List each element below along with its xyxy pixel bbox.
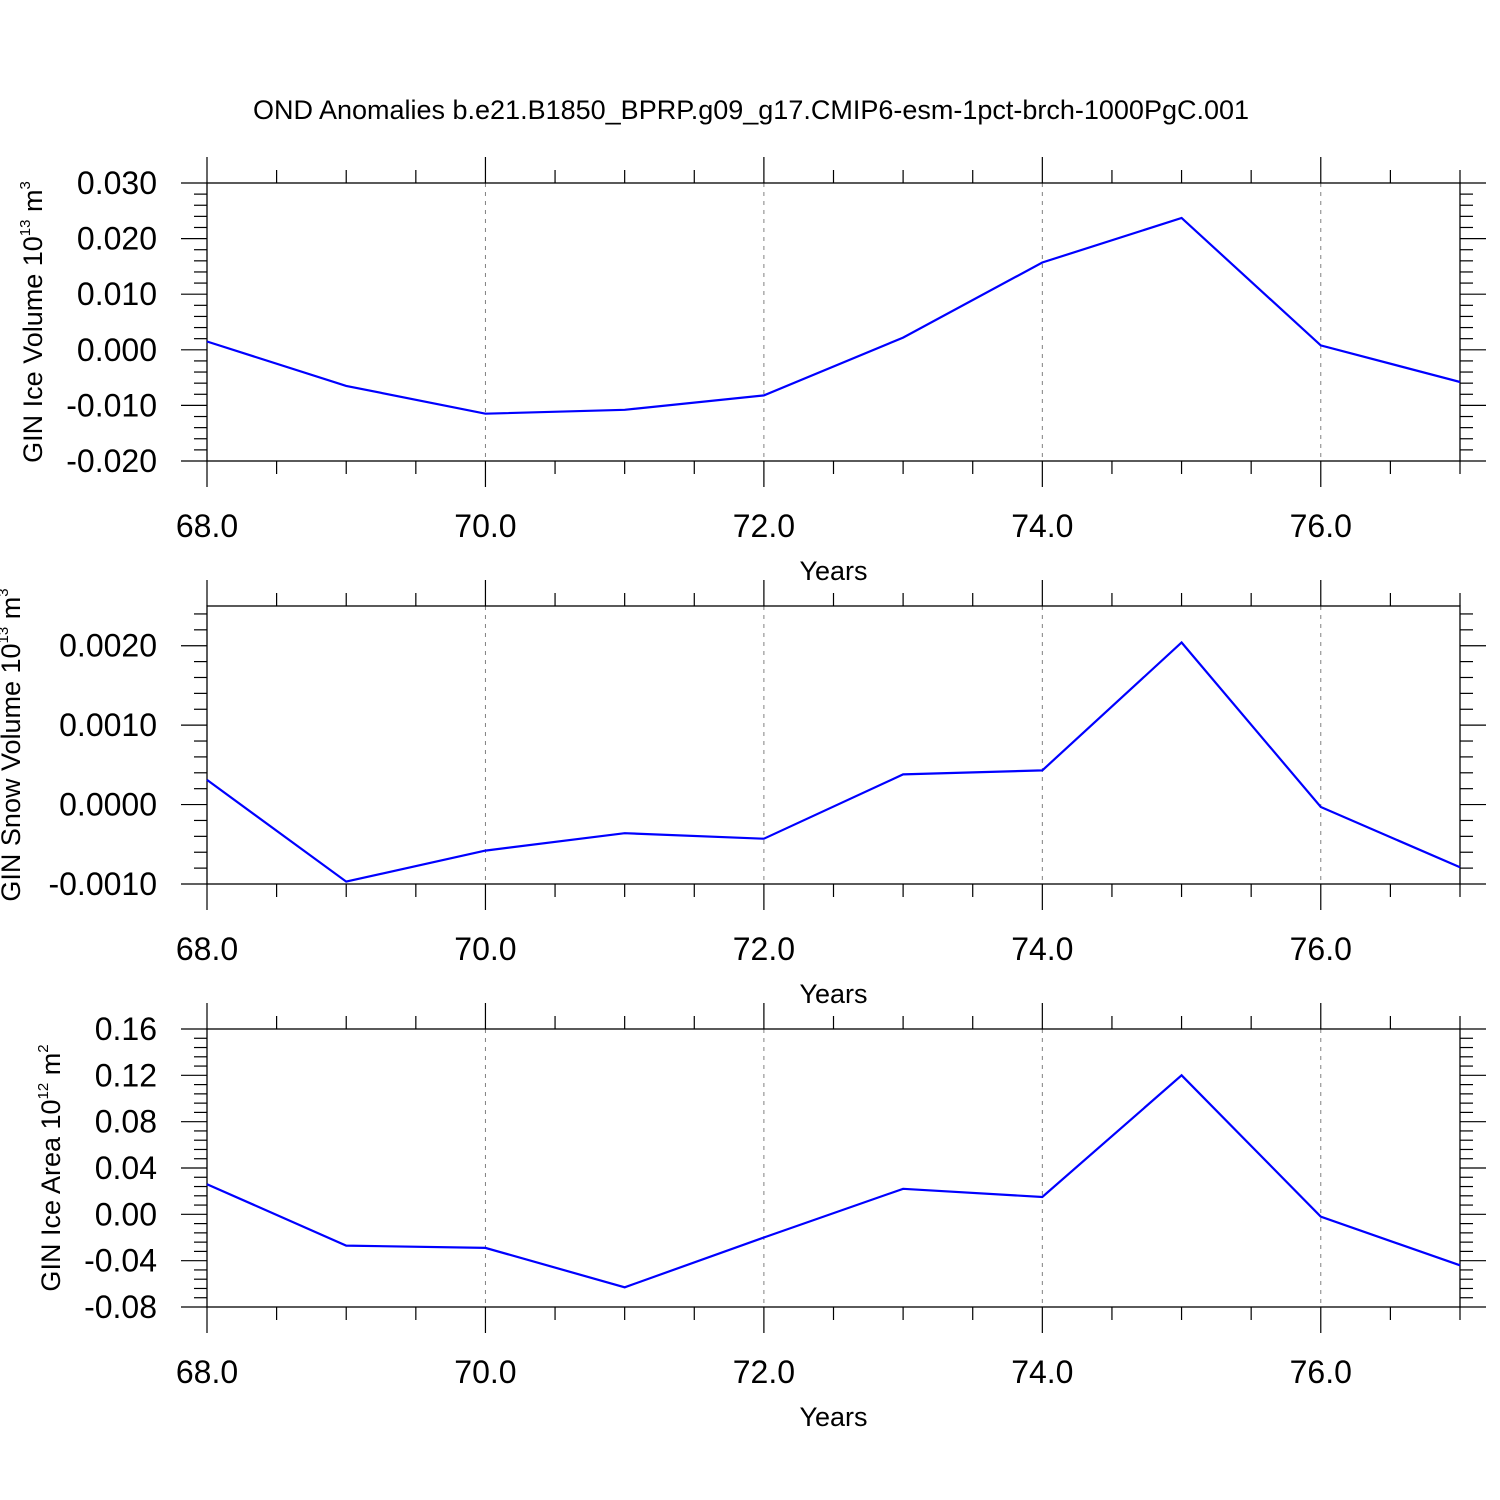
y-tick-label: 0.0000 [59, 787, 157, 823]
y-axis-title-exponent: 13 [17, 220, 34, 237]
y-tick-label: -0.020 [66, 443, 157, 479]
series-line [206, 1073, 1461, 1289]
x-tick-label: 70.0 [454, 931, 516, 967]
y-axis-title: GIN Ice Area 1012 m2 [35, 1044, 66, 1291]
y-axis-title: GIN Ice Volume 1013 m3 [17, 181, 48, 463]
x-tick-label: 72.0 [733, 1354, 795, 1390]
chart-title: OND Anomalies b.e21.B1850_BPRP.g09_g17.C… [253, 95, 1249, 125]
x-tick-label: 76.0 [1290, 931, 1352, 967]
x-axis-title: Years [799, 556, 867, 586]
y-tick-label: 0.12 [95, 1057, 157, 1093]
y-axis-title-exponent: 12 [35, 1083, 52, 1100]
y-axis-title: GIN Snow Volume 1013 m3 [0, 588, 26, 901]
y-axis-title-unit-exponent: 2 [35, 1044, 52, 1052]
y-axis-title-text: GIN Snow Volume 10 [0, 643, 26, 901]
y-tick-label: -0.08 [84, 1289, 157, 1325]
x-tick-label: 72.0 [733, 508, 795, 544]
x-tick-label: 72.0 [733, 931, 795, 967]
y-axis-title-unit-exponent: 3 [17, 181, 34, 189]
y-tick-label: 0.020 [77, 221, 157, 257]
x-axis-title: Years [799, 1402, 867, 1432]
x-tick-label: 76.0 [1290, 508, 1352, 544]
x-tick-label: 68.0 [176, 1354, 238, 1390]
y-axis-title-unit: m [18, 190, 48, 220]
panel-3: -0.08 -0.04 0.00 0.04 0.08 0.12 0.16 68.0 70.0 72… [35, 1003, 1486, 1432]
y-tick-label: 0.030 [77, 165, 157, 201]
y-tick-label: 0.0010 [59, 707, 157, 743]
y-tick-label: 0.16 [95, 1011, 157, 1047]
x-tick-label: 76.0 [1290, 1354, 1352, 1390]
series-line [206, 640, 1461, 883]
y-axis-title-unit: m [0, 597, 26, 627]
x-tick-label: 68.0 [176, 508, 238, 544]
x-tick-label: 74.0 [1011, 931, 1073, 967]
y-axis-title-unit-exponent: 3 [0, 588, 12, 596]
x-tick-label: 74.0 [1011, 508, 1073, 544]
y-axis-title-unit: m [36, 1053, 66, 1083]
x-tick-label: 74.0 [1011, 1354, 1073, 1390]
y-tick-label: -0.010 [66, 387, 157, 423]
series-line [206, 216, 1461, 415]
y-axis-title-text: GIN Ice Area 10 [36, 1099, 66, 1291]
plot-frame [206, 605, 1461, 885]
x-axis-title: Years [799, 979, 867, 1009]
y-axis-title-exponent: 13 [0, 627, 12, 644]
y-tick-label: -0.04 [84, 1243, 157, 1279]
x-tick-label: 70.0 [454, 1354, 516, 1390]
x-tick-label: 68.0 [176, 931, 238, 967]
panel-2: -0.0010 0.0000 0.0010 0.0020 68.0 70.0 72.0 74.… [0, 580, 1486, 1009]
panel-1: -0.020 -0.010 0.000 0.010 0.020 0.030 68.0 70.0… [17, 157, 1486, 586]
y-tick-label: 0.00 [95, 1196, 157, 1232]
y-tick-label: 0.010 [77, 276, 157, 312]
y-tick-label: 0.0020 [59, 628, 157, 664]
x-tick-label: 70.0 [454, 508, 516, 544]
y-tick-label: 0.000 [77, 332, 157, 368]
y-tick-label: 0.04 [95, 1150, 157, 1186]
y-axis-title-text: GIN Ice Volume 10 [18, 236, 48, 463]
plot-frame [206, 182, 1461, 462]
y-tick-label: -0.0010 [48, 866, 157, 902]
y-tick-label: 0.08 [95, 1104, 157, 1140]
